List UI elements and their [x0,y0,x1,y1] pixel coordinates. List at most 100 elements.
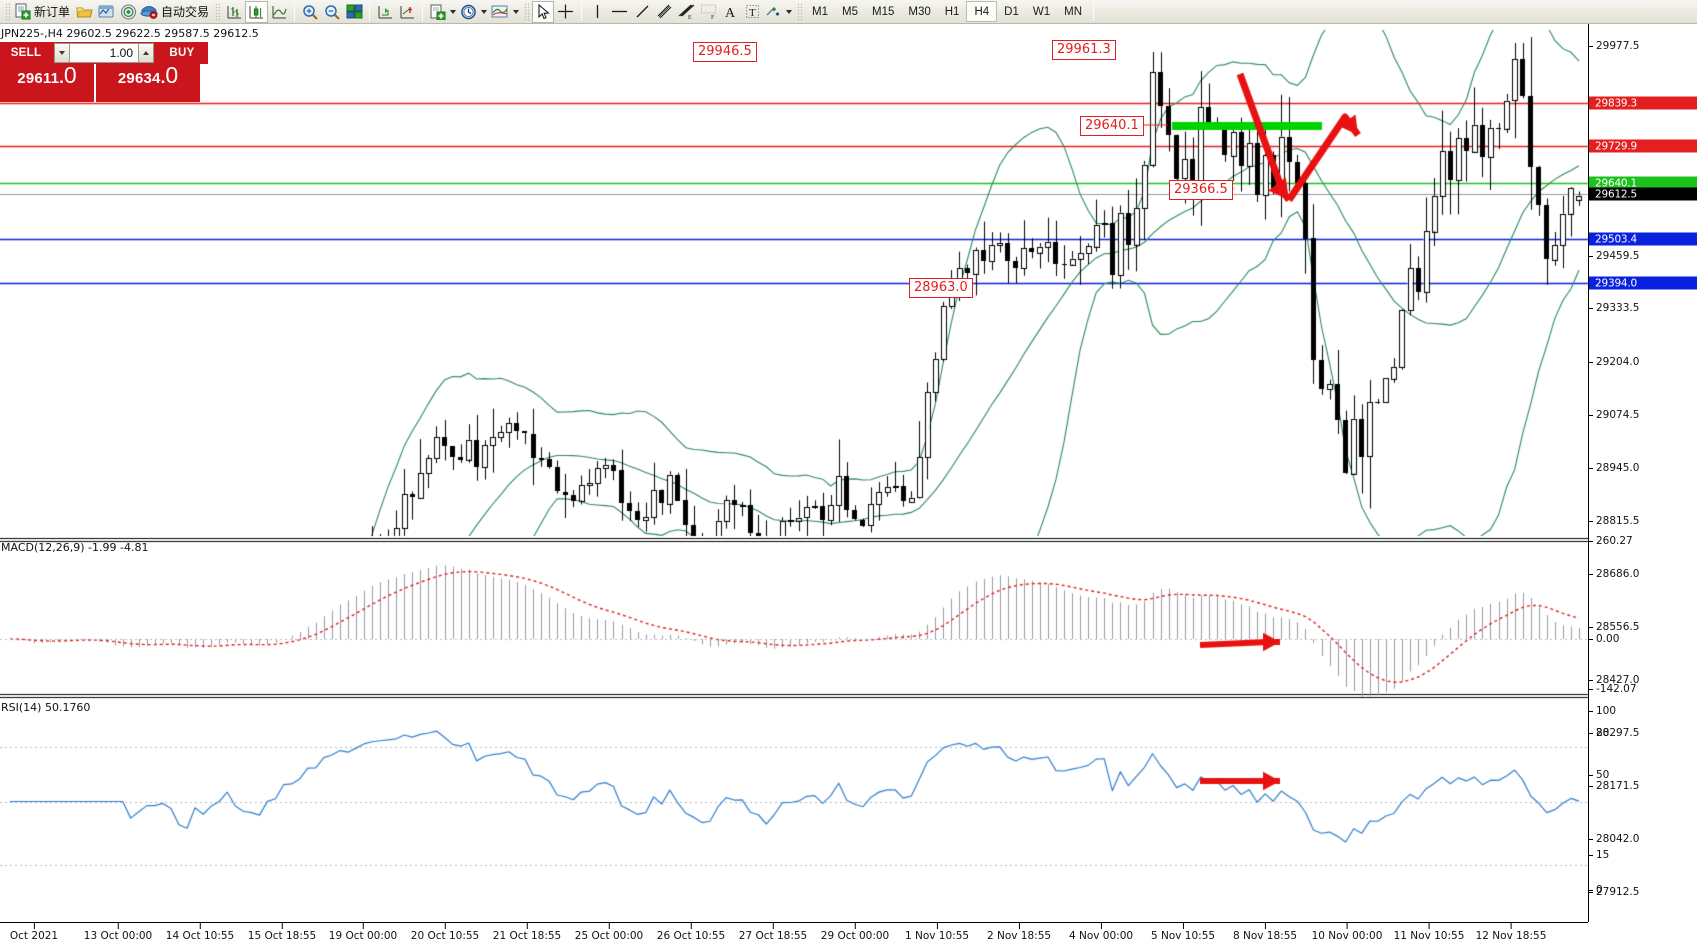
svg-text:F: F [711,15,715,20]
timeframe-d1[interactable]: D1 [1004,5,1019,18]
vertical-line-tool-button[interactable] [586,1,608,23]
timeframe-h4[interactable]: H4 [966,1,998,22]
trade-prices-row: 29611 . 0 29634 . 0 [0,64,208,102]
trendline-icon [634,3,651,20]
toolbar-grip-4[interactable] [796,1,804,22]
fibonacci-tool-button[interactable]: E [675,1,697,23]
tick-mark [199,922,201,929]
label-tool-button[interactable]: A [719,1,741,23]
chart-price-annotation[interactable]: 29961.3 [1052,40,1116,60]
chart-price-annotation[interactable]: 28963.0 [909,278,973,298]
time-axis-tick: 15 Oct 18:55 [248,922,316,942]
volume-input[interactable]: 1.00 [70,43,138,63]
time-axis-tick: 20 Oct 10:55 [411,922,479,942]
bar-chart-button[interactable] [223,1,245,23]
crosshair-tool-button[interactable] [554,1,577,23]
price-axis-tick: 29333.5 [1589,302,1639,314]
objects-tool-button[interactable] [763,1,794,23]
chevron-down-icon[interactable] [450,9,457,14]
price-level-badge: 29503.4 [1589,232,1697,246]
chevron-down-icon[interactable] [481,9,488,14]
folder-icon [75,4,93,19]
toolbar-grip[interactable] [4,1,11,22]
sell-price-decimal: 0 [63,62,77,88]
tick-mark [526,922,528,929]
line-chart-button[interactable] [268,1,290,23]
tick-mark [608,922,610,929]
data-window-button[interactable] [117,1,139,23]
text-tool-button[interactable]: F [697,1,719,23]
indicators-icon [491,4,509,19]
chart-price-annotation[interactable]: 29640.1 [1080,116,1144,136]
timeframe-m1[interactable]: M1 [812,5,829,18]
tick-mark [444,922,446,929]
toolbar-grip-3[interactable] [523,1,531,22]
sell-price-integer: 29611 [17,70,60,87]
auto-scroll-icon [377,4,394,20]
rsi-axis-tick: 100 [1589,705,1616,717]
tick-mark [1510,922,1512,929]
periodicity-button[interactable] [458,1,489,23]
toolbar-divider-4 [581,2,583,21]
chart-price-annotation[interactable]: 29366.5 [1169,180,1233,200]
toolbar-grip-2[interactable] [214,1,222,22]
volume-decrease-button[interactable] [54,43,70,63]
one-click-trading-panel[interactable]: SELL 1.00 BUY 29611 . 0 29634 . 0 [0,42,208,102]
indicators-button[interactable] [489,1,521,23]
rsi-axis-tick: 15 [1589,849,1609,861]
chart-shift-button[interactable] [396,1,418,23]
tick-mark [1346,922,1348,929]
time-axis-tick: 1 Nov 10:55 [905,922,969,942]
letter-a-icon: A [722,3,738,20]
price-axis-tick: 28686.0 [1589,568,1639,580]
candlestick-icon [248,4,265,20]
autotrading-icon [140,4,158,19]
price-level-badge: 29394.0 [1589,276,1697,290]
price-axis-tick: 28171.5 [1589,780,1639,792]
tick-mark [1182,922,1184,929]
timeframe-mn[interactable]: MN [1064,5,1082,18]
timeframe-m30[interactable]: M30 [908,5,931,18]
timeframe-h1[interactable]: H1 [944,5,960,18]
volume-control[interactable]: 1.00 [52,42,156,64]
buy-button[interactable]: BUY [156,42,208,64]
text-label-tool-button[interactable]: T [741,1,763,23]
time-axis[interactable]: Oct 2021 13 Oct 00:00 14 Oct 10:55 15 Oct 1… [0,922,1588,948]
tile-windows-button[interactable] [343,1,365,23]
vertical-line-icon [590,3,605,20]
price-axis[interactable]: 29977.5 29839.3 29729.9 29640.1 29612.5 29503… [1588,24,1697,922]
price-axis-tick: 28556.5 [1589,621,1639,633]
equidistant-channel-tool-button[interactable] [653,1,675,23]
timeframe-m5[interactable]: M5 [842,5,858,18]
chevron-down-icon[interactable] [786,9,793,14]
tick-mark [281,922,283,929]
market-watch-button[interactable] [95,1,117,23]
volume-increase-button[interactable] [138,43,154,63]
timeframe-w1[interactable]: W1 [1032,5,1051,18]
price-axis-tick: 28815.5 [1589,515,1639,527]
buy-price-display[interactable]: 29634 . 0 [96,64,200,102]
zoom-out-button[interactable] [321,1,343,23]
chart-price-annotation[interactable]: 29946.5 [693,42,757,62]
sell-price-display[interactable]: 29611 . 0 [0,64,96,102]
horizontal-line-tool-button[interactable] [608,1,631,23]
rsi-indicator-label: RSI(14) 50.1760 [1,701,91,714]
chevron-down-icon[interactable] [513,9,520,14]
trendline-tool-button[interactable] [631,1,653,23]
candlestick-chart-button[interactable] [245,0,269,23]
auto-scroll-button[interactable] [374,1,396,23]
new-order-icon [14,3,31,20]
templates-button[interactable] [427,1,458,23]
zoom-in-button[interactable] [299,1,321,23]
sell-button[interactable]: SELL [0,42,52,64]
time-axis-tick: 25 Oct 00:00 [575,922,643,942]
terminal-button[interactable] [73,1,95,23]
new-order-button[interactable]: 新订单 [13,1,73,23]
timeframe-m15[interactable]: M15 [872,5,895,18]
autotrading-button[interactable]: 自动交易 [139,1,212,23]
price-level-badge: 29839.3 [1589,96,1697,110]
main-toolbar: 新订单 [0,0,1697,24]
cursor-tool-button[interactable] [532,0,555,23]
tile-windows-icon [346,4,363,19]
svg-text:T: T [749,7,756,19]
